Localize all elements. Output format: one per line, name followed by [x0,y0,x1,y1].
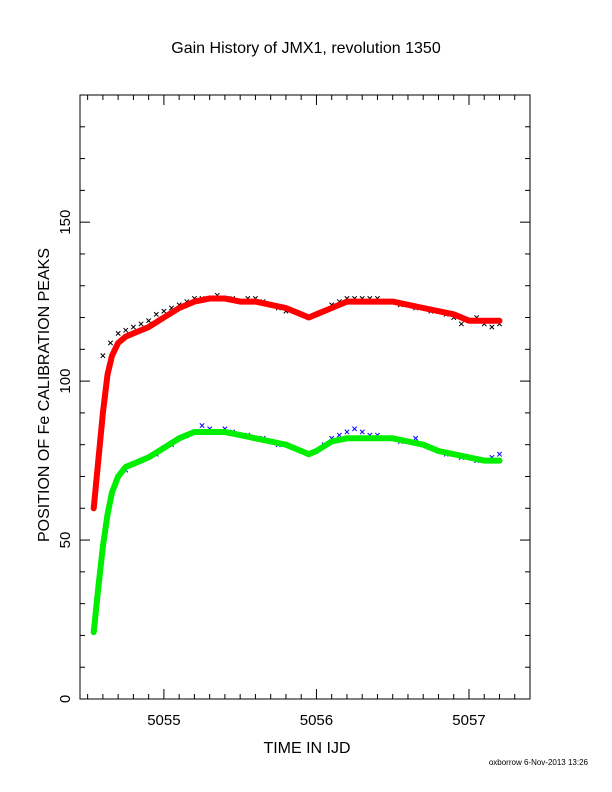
data-point [161,308,167,314]
x-tick-label: 5057 [452,712,485,729]
minor-ticks [80,95,530,699]
y-axis-label: POSITION OF Fe CALIBRATION PEAKS [36,248,53,542]
y-axis-ticks: 0 50 100 150 [57,210,530,703]
data-point [496,451,503,457]
data-point [153,311,159,317]
smooth-fit-line [90,295,503,512]
data-point [359,429,365,435]
footer-credit: oxborrow 6-Nov-2013 13:26 [489,758,589,767]
y-tick-label: 150 [57,210,74,235]
y-tick-label: 0 [57,695,74,703]
data-point [344,429,350,435]
x-tick-label: 5055 [147,712,180,729]
data-point [199,423,205,429]
smooth-fit-line [90,429,503,636]
data-point [146,318,152,324]
data-point [458,321,464,327]
y-tick-label: 100 [57,369,74,394]
series-3 [90,429,503,636]
y-tick-label: 50 [57,532,74,549]
plot-frame [79,94,531,700]
series-0 [100,292,503,359]
x-axis-label: TIME IN IJD [263,740,350,757]
data-point [107,340,114,346]
data-point [489,324,495,330]
data-point [100,353,106,359]
x-tick-label: 5056 [300,712,333,729]
data-point [130,324,136,330]
data-point [123,327,129,333]
data-point [138,321,144,327]
chart-title: Gain History of JMX1, revolution 1350 [171,40,441,57]
x-axis-ticks: 5055 5056 5057 [147,95,486,729]
series-2 [123,423,503,473]
series-1 [90,295,503,512]
data-point [115,330,121,336]
data-series [90,292,503,636]
data-point [352,426,358,432]
